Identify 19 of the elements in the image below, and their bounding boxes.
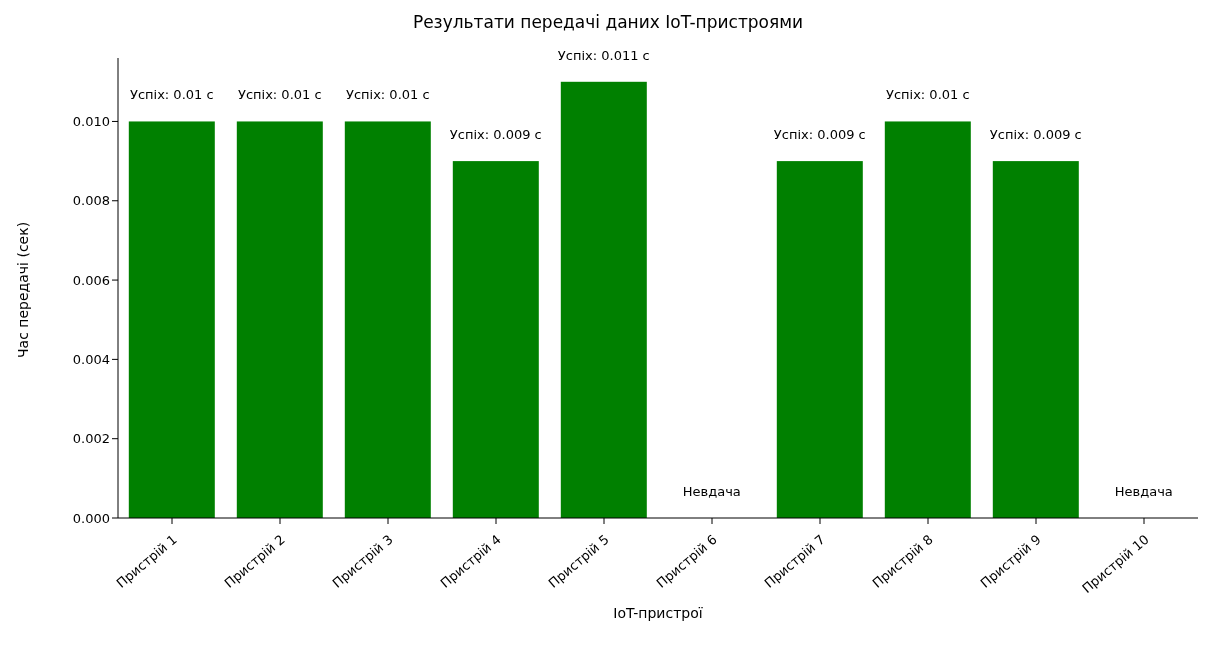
y-tick-label: 0.004 xyxy=(72,351,110,367)
y-tick-label: 0.010 xyxy=(72,114,110,130)
y-tick-label: 0.008 xyxy=(72,193,110,209)
data-label: Успіх: 0.01 с xyxy=(885,87,970,103)
data-label: Успіх: 0.009 с xyxy=(449,127,542,143)
y-tick-label: 0.000 xyxy=(72,510,110,526)
data-label: Невдача xyxy=(682,484,741,499)
data-label: Успіх: 0.009 с xyxy=(773,127,866,143)
y-axis-title: Час передачі (сек) xyxy=(14,221,31,358)
y-tick-label: 0.002 xyxy=(72,431,110,447)
data-label: Успіх: 0.009 с xyxy=(989,127,1082,143)
data-label: Успіх: 0.01 с xyxy=(129,87,214,103)
chart-title: Результати передачі даних IoT-пристроями xyxy=(411,12,805,32)
data-label: Успіх: 0.01 с xyxy=(237,87,322,103)
data-label: Невдача xyxy=(1114,484,1173,499)
y-tick-label: 0.006 xyxy=(72,272,110,288)
data-label: Успіх: 0.011 с xyxy=(557,47,650,63)
data-label: Успіх: 0.01 с xyxy=(345,87,430,103)
x-axis-title: IoT-пристрої xyxy=(613,605,703,621)
